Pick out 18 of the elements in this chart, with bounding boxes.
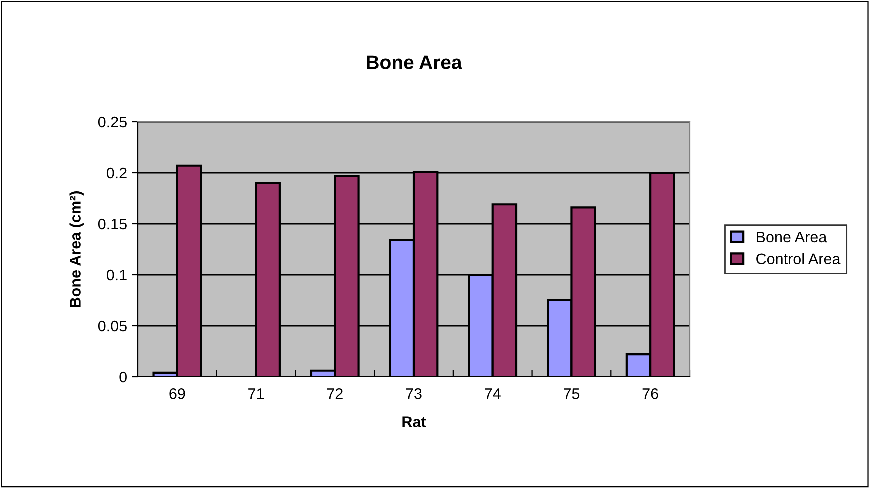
y-tick-label: 0.2: [106, 168, 127, 179]
y-tick-label: 0.25: [98, 116, 127, 128]
y-tick-label: 0.15: [98, 218, 127, 230]
x-tick-label: 69: [170, 388, 186, 400]
legend-label: Control Area: [756, 253, 841, 265]
chart-title: Bone Area: [367, 56, 462, 70]
x-tick-label: 71: [248, 388, 264, 400]
x-tick-label: 74: [485, 388, 501, 400]
y-tick-label: 0: [120, 372, 127, 383]
x-tick-label: 73: [406, 388, 422, 400]
legend-label: Bone Area: [757, 232, 828, 243]
x-axis-title: Rat: [402, 416, 426, 428]
x-tick-label: 76: [642, 388, 658, 400]
y-axis-title: Bone Area (cm²): [70, 192, 84, 308]
x-tick-label: 75: [564, 388, 580, 400]
y-tick-label: 0.1: [106, 270, 127, 281]
x-tick-label: 72: [327, 388, 343, 400]
y-tick-label: 0.05: [98, 320, 127, 332]
